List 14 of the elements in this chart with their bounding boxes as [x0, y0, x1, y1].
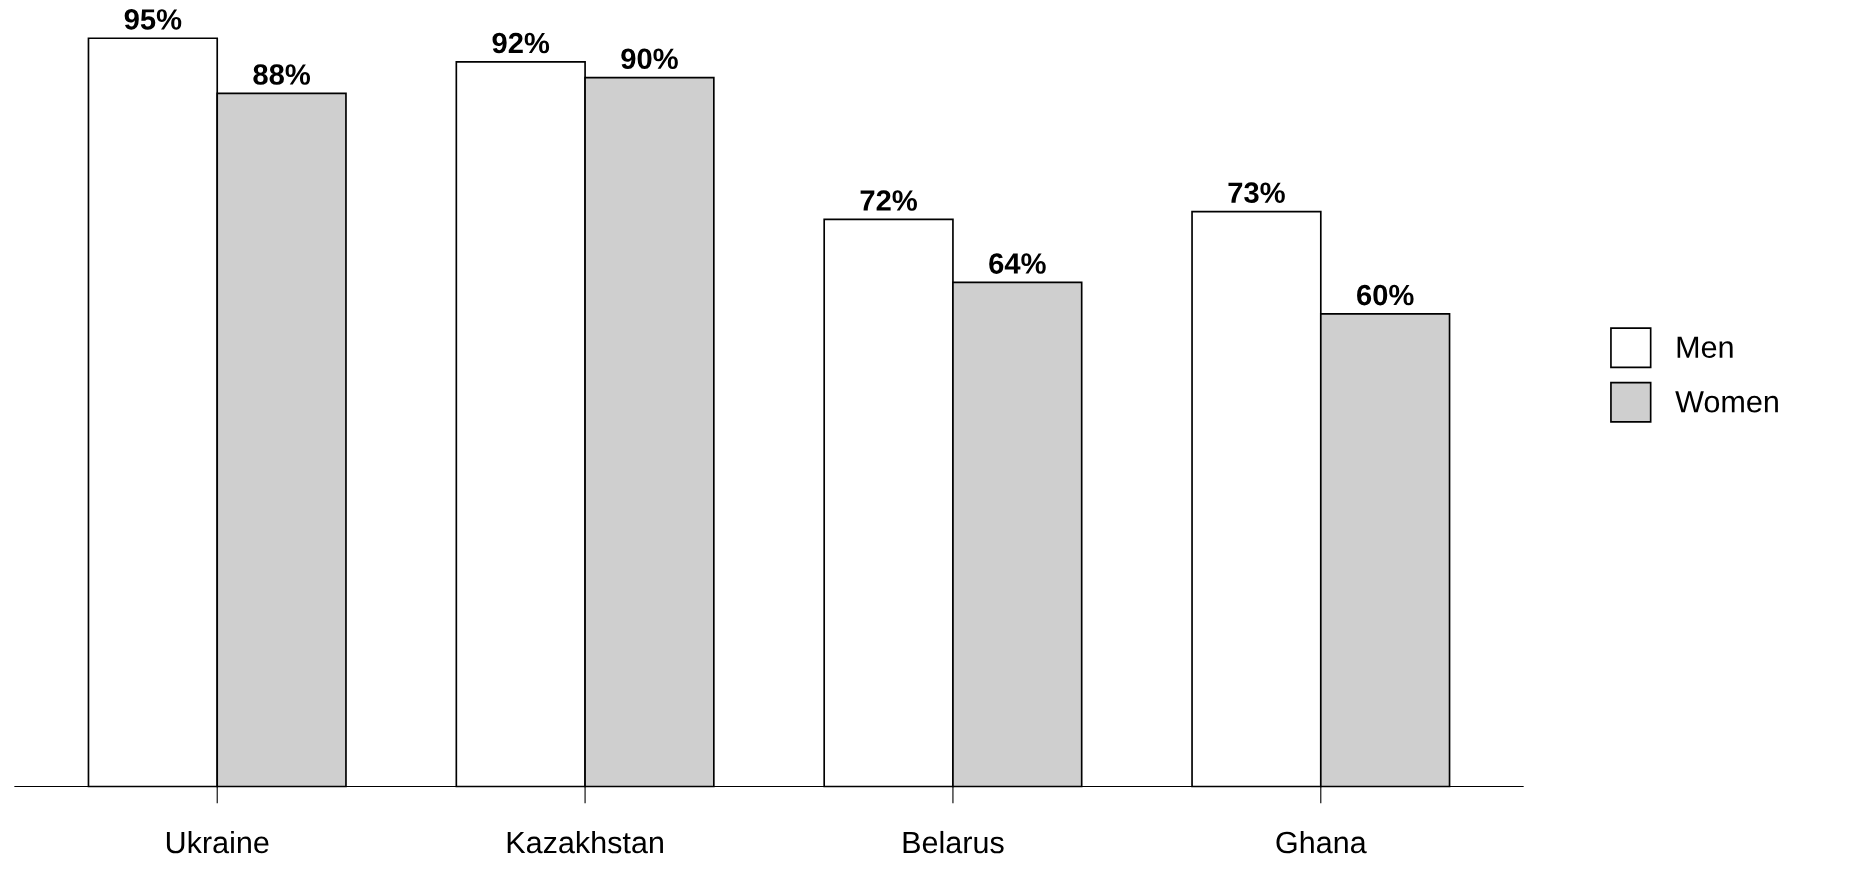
x-tick-label: Ghana	[1276, 830, 1367, 854]
data-label: 72%	[860, 190, 917, 211]
x-tick-label: Ukraine	[166, 830, 269, 854]
x-tick-label: Kazakhstan	[507, 830, 663, 854]
data-label: 88%	[253, 64, 311, 85]
data-label: 73%	[1228, 182, 1285, 204]
legend-label: Women	[1675, 391, 1778, 413]
data-label: 95%	[124, 9, 182, 30]
x-tick-label: Belarus	[903, 830, 1004, 854]
data-label: 90%	[621, 48, 678, 70]
data-label: 60%	[1357, 284, 1414, 306]
legend-label: Men	[1677, 336, 1733, 359]
data-label: 92%	[492, 32, 550, 54]
data-label: 64%	[989, 253, 1046, 274]
